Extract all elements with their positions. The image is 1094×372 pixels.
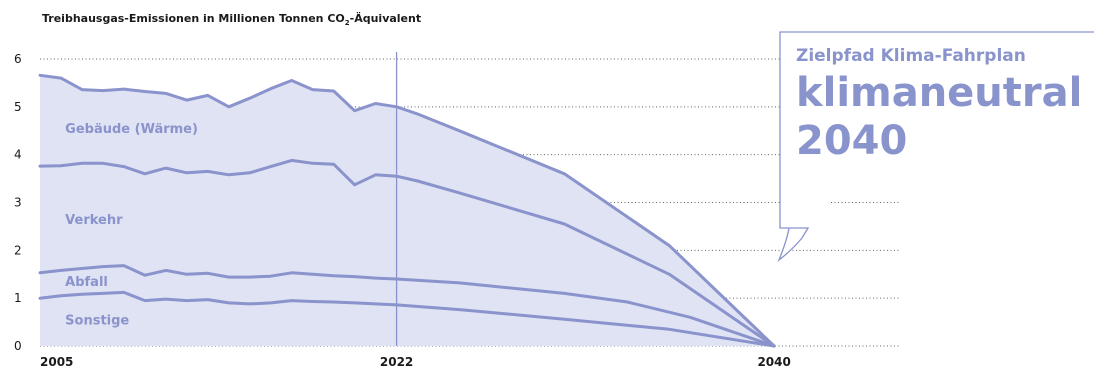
callout-border: [777, 31, 1094, 262]
series-label-4: Sonstige: [65, 313, 129, 328]
y-tick-label-2: 2: [14, 243, 22, 257]
y-tick-label-3: 3: [14, 196, 22, 210]
series-label-3: Abfall: [65, 275, 108, 290]
series-line-1: [38, 290, 776, 348]
axis-ticks: 0 1 2 3 4 5 6 2005 2022 2040: [14, 52, 791, 369]
callout-subtitle: Zielpfad Klima-Fahrplan: [796, 46, 1026, 66]
callout: Zielpfad Klima-Fahrplan klimaneutral 204…: [796, 46, 1082, 162]
series-line-4: [38, 73, 776, 348]
area-fill-total: [40, 75, 775, 347]
x-tick-label-2005: 2005: [40, 355, 73, 369]
series-labels: Gebäude (Wärme) Verkehr Abfall Sonstige: [65, 122, 198, 328]
chart-title: Treibhausgas-Emissionen in Millionen Ton…: [42, 12, 422, 28]
area-fill: [40, 75, 775, 347]
y-tick-label-6: 6: [14, 52, 22, 66]
callout-box: [777, 31, 1094, 262]
x-tick-label-2040: 2040: [757, 355, 790, 369]
series-label-1: Gebäude (Wärme): [65, 122, 198, 137]
x-tick-label-2022: 2022: [380, 355, 413, 369]
y-tick-label-0: 0: [14, 339, 22, 353]
y-tick-label-4: 4: [14, 148, 22, 162]
y-tick-label-1: 1: [14, 291, 22, 305]
series-line-3: [38, 158, 776, 348]
callout-headline-1: klimaneutral: [796, 70, 1083, 116]
y-tick-label-5: 5: [14, 100, 22, 114]
series-line-2: [38, 264, 776, 348]
series-label-2: Verkehr: [65, 213, 123, 228]
series-lines: [38, 73, 776, 348]
callout-headline-2: 2040: [796, 118, 908, 164]
